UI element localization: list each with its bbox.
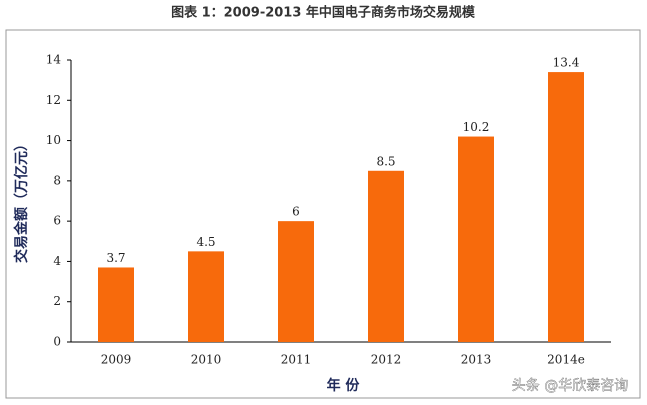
x-axis-label: 年 份 — [327, 377, 361, 394]
y-axis-label: 交易金额（万亿元） — [13, 137, 30, 263]
y-tick-label: 12 — [46, 93, 61, 107]
bar — [98, 267, 134, 342]
x-tick-label: 2009 — [101, 353, 132, 367]
y-tick-label: 10 — [46, 133, 61, 147]
data-label: 8.5 — [376, 154, 395, 168]
bar — [188, 251, 224, 342]
chart-title: 图表 1：2009-2013 年中国电子商务市场交易规模 — [171, 5, 476, 21]
y-tick-label: 0 — [53, 335, 61, 349]
x-tick-label: 2010 — [191, 353, 222, 367]
data-label: 13.4 — [553, 56, 580, 70]
data-label: 6 — [292, 205, 300, 219]
x-tick-label: 2012 — [371, 353, 402, 367]
x-tick-label: 2013 — [461, 353, 492, 367]
bar — [458, 136, 494, 342]
y-tick-label: 14 — [46, 53, 62, 67]
data-label: 4.5 — [196, 235, 215, 249]
data-label: 3.7 — [106, 251, 125, 265]
data-label: 10.2 — [463, 120, 490, 134]
x-tick-label: 2014e — [547, 353, 585, 367]
y-tick-label: 4 — [53, 254, 61, 268]
y-tick-label: 2 — [53, 294, 61, 308]
y-tick-label: 6 — [53, 214, 61, 228]
watermark: 头条 @华欣泰咨询 — [512, 377, 628, 394]
chart-frame — [5, 29, 641, 399]
bar — [368, 170, 404, 342]
x-tick-label: 2011 — [281, 353, 312, 367]
bar — [548, 72, 584, 342]
y-tick-label: 8 — [53, 173, 61, 187]
bar — [278, 221, 314, 342]
